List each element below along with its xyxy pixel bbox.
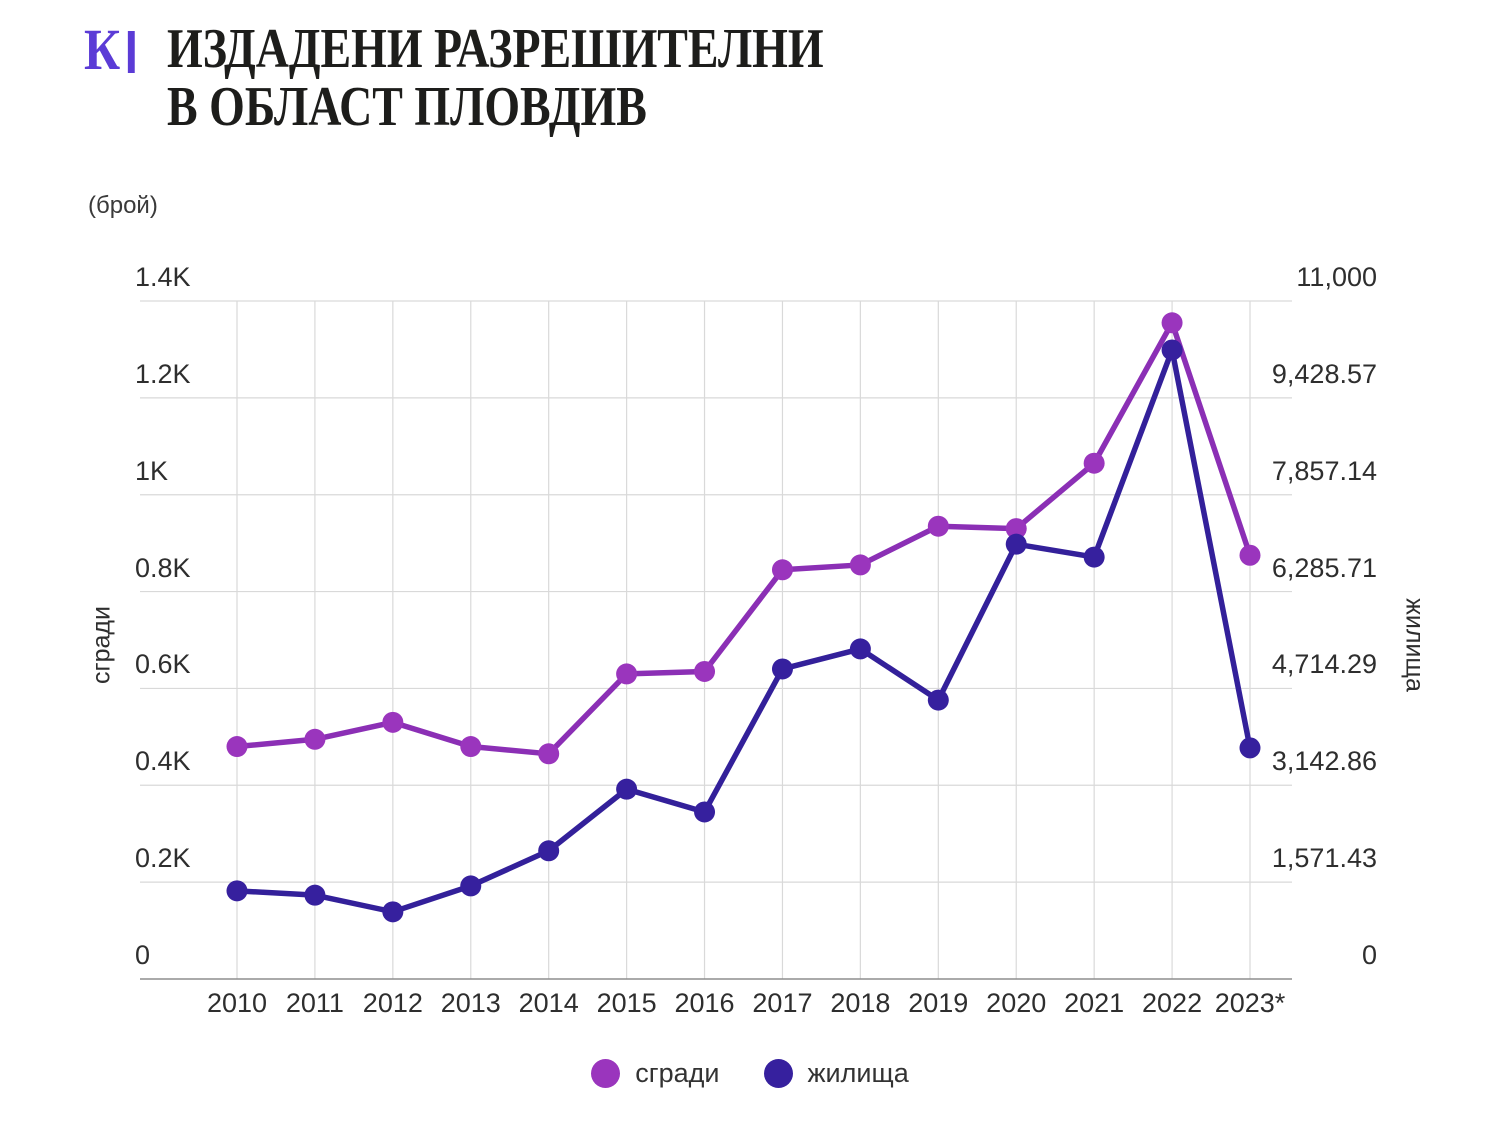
y-tick-right-11,000: 11,000 bbox=[1296, 262, 1377, 292]
x-tick-2023*: 2023* bbox=[1214, 988, 1286, 1018]
y-tick-left-0.8K: 0.8K bbox=[135, 552, 191, 583]
y-tick-right-1,571.43: 1,571.43 bbox=[1271, 843, 1377, 874]
data-point-жилища-2016[interactable] bbox=[694, 801, 716, 823]
data-point-сгради-2015[interactable] bbox=[616, 663, 638, 685]
data-point-жилища-2018[interactable] bbox=[849, 638, 871, 660]
legend-dot-buildings-icon bbox=[591, 1059, 621, 1088]
x-tick-2012: 2012 bbox=[362, 988, 423, 1018]
y-axis-left-title: сгради bbox=[87, 606, 116, 684]
data-point-жилища-2015[interactable] bbox=[616, 778, 638, 800]
y-tick-left-1.2K: 1.2K bbox=[135, 358, 191, 389]
data-point-сгради-2012[interactable] bbox=[382, 711, 404, 733]
y-tick-right-6,285.71: 6,285.71 bbox=[1271, 552, 1377, 583]
data-point-жилища-2021[interactable] bbox=[1083, 546, 1105, 568]
data-point-сгради-2020[interactable] bbox=[1005, 518, 1027, 540]
x-tick-2014: 2014 bbox=[518, 988, 579, 1018]
y-tick-right-4,714.29: 4,714.29 bbox=[1271, 649, 1377, 680]
data-point-сгради-2019[interactable] bbox=[927, 515, 949, 537]
x-tick-2019: 2019 bbox=[908, 988, 969, 1018]
legend-label-dwellings: жилища bbox=[807, 1058, 909, 1088]
data-point-жилища-2014[interactable] bbox=[538, 840, 560, 862]
y-tick-left-0.2K: 0.2K bbox=[135, 843, 191, 874]
y-tick-right-0: 0 bbox=[1361, 940, 1377, 970]
legend-item-buildings: сгради bbox=[591, 1058, 720, 1089]
data-point-жилища-2022[interactable] bbox=[1161, 339, 1183, 361]
series-line-жилища bbox=[234, 347, 1253, 915]
data-point-сгради-2018[interactable] bbox=[849, 554, 871, 576]
data-point-сгради-2011[interactable] bbox=[304, 728, 326, 750]
x-tick-2022: 2022 bbox=[1142, 988, 1203, 1018]
y-axis-right-title: жилища bbox=[1400, 598, 1429, 692]
series-line-сгради bbox=[234, 320, 1253, 757]
x-tick-2016: 2016 bbox=[674, 988, 735, 1018]
y-tick-left-1K: 1K bbox=[135, 455, 169, 486]
data-point-сгради-2013[interactable] bbox=[460, 736, 482, 758]
legend-item-dwellings: жилища bbox=[763, 1058, 909, 1089]
y-tick-right-9,428.57: 9,428.57 bbox=[1271, 358, 1377, 389]
y-tick-right-3,142.86: 3,142.86 bbox=[1271, 746, 1377, 777]
logo-k-letter: К bbox=[84, 17, 121, 82]
x-tick-2020: 2020 bbox=[986, 988, 1047, 1018]
title-line-1: ИЗДАДЕНИ РАЗРЕШИТЕЛНИ bbox=[167, 18, 824, 80]
page-title: ИЗДАДЕНИ РАЗРЕШИТЕЛНИ В ОБЛАСТ ПЛОВДИВ bbox=[167, 20, 824, 136]
legend-dot-dwellings-icon bbox=[763, 1059, 793, 1088]
x-tick-2010: 2010 bbox=[206, 988, 268, 1018]
data-point-жилища-2020[interactable] bbox=[1005, 533, 1027, 555]
data-point-жилища-2012[interactable] bbox=[382, 901, 404, 923]
y-tick-left-0.4K: 0.4K bbox=[135, 746, 191, 777]
y-tick-left-0.6K: 0.6K bbox=[135, 649, 191, 680]
legend-label-buildings: сгради bbox=[635, 1058, 720, 1088]
x-tick-2015: 2015 bbox=[596, 988, 657, 1018]
data-point-сгради-2023*[interactable] bbox=[1239, 544, 1261, 566]
data-point-жилища-2010[interactable] bbox=[226, 880, 248, 902]
logo-bar-icon bbox=[127, 31, 135, 73]
y-tick-left-1.4K: 1.4K bbox=[135, 262, 191, 292]
data-point-сгради-2017[interactable] bbox=[771, 559, 793, 581]
x-tick-2018: 2018 bbox=[830, 988, 891, 1018]
x-tick-2013: 2013 bbox=[440, 988, 501, 1018]
title-line-2: В ОБЛАСТ ПЛОВДИВ bbox=[167, 76, 647, 138]
unit-label: (брой) bbox=[88, 192, 158, 219]
data-point-сгради-2021[interactable] bbox=[1083, 452, 1105, 474]
legend: сгради жилища bbox=[0, 1058, 1500, 1089]
data-point-сгради-2016[interactable] bbox=[694, 660, 716, 682]
data-point-жилища-2017[interactable] bbox=[771, 658, 793, 680]
x-tick-2017: 2017 bbox=[752, 988, 813, 1018]
data-point-жилища-2023*[interactable] bbox=[1239, 737, 1261, 759]
data-point-сгради-2022[interactable] bbox=[1161, 312, 1183, 334]
data-point-сгради-2010[interactable] bbox=[226, 736, 248, 758]
data-point-жилища-2011[interactable] bbox=[304, 884, 326, 906]
y-tick-right-7,857.14: 7,857.14 bbox=[1271, 455, 1377, 486]
x-tick-2011: 2011 bbox=[285, 988, 344, 1018]
data-point-жилища-2019[interactable] bbox=[927, 689, 949, 711]
data-point-сгради-2014[interactable] bbox=[538, 743, 560, 765]
y-tick-left-0: 0 bbox=[135, 940, 151, 970]
data-point-жилища-2013[interactable] bbox=[460, 875, 482, 897]
kapital-logo: К bbox=[84, 17, 143, 82]
x-tick-2021: 2021 bbox=[1064, 988, 1125, 1018]
